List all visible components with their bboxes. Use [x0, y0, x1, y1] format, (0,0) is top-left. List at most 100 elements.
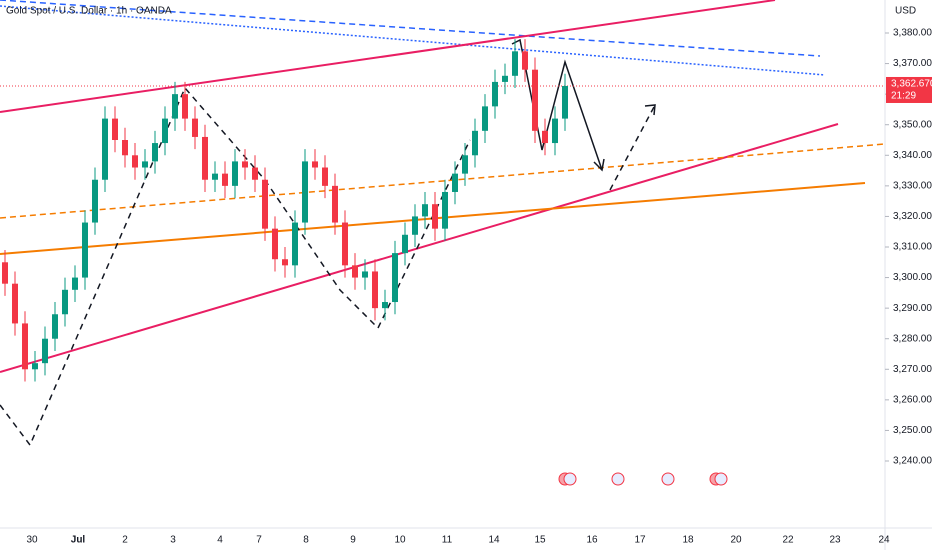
- candle-body: [52, 314, 58, 339]
- x-tick-label: 15: [534, 535, 546, 546]
- last-price-box: [886, 76, 932, 103]
- candle-body: [352, 265, 358, 278]
- candle-body: [202, 136, 208, 180]
- event-icon[interactable]: [611, 472, 625, 486]
- candle-body: [82, 222, 88, 278]
- candle-body: [412, 216, 418, 235]
- x-tick-label: 24: [878, 535, 890, 546]
- drawings: [0, 0, 886, 447]
- candle-body: [302, 161, 308, 223]
- candle-body: [242, 161, 248, 168]
- candle-body: [332, 185, 338, 223]
- x-tick-label: 17: [634, 535, 646, 546]
- x-tick-label: 14: [488, 535, 500, 546]
- candle-body: [342, 222, 348, 266]
- y-tick-label: 3,270.000: [893, 364, 932, 375]
- x-tick-label: 16: [586, 535, 598, 546]
- y-tick-label: 3,260.000: [893, 394, 932, 405]
- x-tick-label: 8: [303, 535, 309, 546]
- candle-body: [192, 118, 198, 137]
- candle-body: [152, 143, 158, 162]
- arrow-head: [644, 104, 656, 116]
- arrow-head: [593, 158, 605, 172]
- candle-body: [562, 85, 568, 119]
- candle-body: [102, 118, 108, 180]
- candle-body: [92, 179, 98, 223]
- x-tick-label: 7: [256, 535, 262, 546]
- event-icon[interactable]: [563, 472, 577, 486]
- candle-body: [2, 262, 8, 284]
- event-icons: [558, 472, 728, 486]
- candle-body: [262, 179, 268, 229]
- candle-body: [492, 81, 498, 107]
- candle-body: [292, 222, 298, 266]
- trend-line: [0, 0, 821, 57]
- candle-body: [372, 271, 378, 309]
- candle-body: [402, 234, 408, 254]
- y-tick-label: 3,240.000: [893, 456, 932, 467]
- candle-body: [212, 173, 218, 180]
- x-tick-label: 11: [442, 535, 453, 546]
- candle-body: [462, 155, 468, 174]
- y-tick-label: 3,320.000: [893, 211, 932, 222]
- y-tick-label: 3,380.000: [893, 28, 932, 39]
- y-tick-label: 3,310.000: [893, 242, 932, 253]
- trend-line: [0, 5, 826, 76]
- y-tick-label: 3,300.000: [893, 272, 932, 283]
- trend-line: [0, 0, 776, 113]
- candle-body: [32, 363, 38, 370]
- x-tick-label: 23: [829, 535, 841, 546]
- x-tick-label: 20: [730, 535, 742, 546]
- candle-body: [12, 283, 18, 324]
- candle-body: [252, 167, 258, 180]
- x-tick-label: 4: [217, 535, 223, 546]
- candle-body: [272, 228, 278, 260]
- event-icon[interactable]: [714, 472, 728, 486]
- candle-body: [172, 94, 178, 119]
- trend-line: [0, 143, 886, 219]
- y-tick-label: 3,330.000: [893, 180, 932, 191]
- currency-label: USD: [895, 6, 916, 17]
- countdown-label: 21:29: [891, 91, 916, 102]
- x-tick-label: 30: [26, 535, 38, 546]
- x-tick-label: 18: [682, 535, 694, 546]
- candle-body: [182, 94, 188, 119]
- y-tick-label: 3,290.000: [893, 303, 932, 314]
- candle-body: [472, 130, 478, 156]
- y-tick-label: 3,250.000: [893, 425, 932, 436]
- x-tick-label: 22: [782, 535, 794, 546]
- y-tick-label: 3,340.000: [893, 150, 932, 161]
- trend-line: [0, 123, 839, 373]
- candle-body: [312, 161, 318, 168]
- candle-body: [522, 51, 528, 70]
- candle-body: [452, 173, 458, 192]
- candle-body: [392, 253, 398, 303]
- candle-body: [132, 155, 138, 168]
- candles: [2, 39, 568, 382]
- candle-body: [442, 191, 448, 229]
- candle-body: [162, 118, 168, 144]
- candle-body: [552, 118, 558, 144]
- candle-body: [142, 161, 148, 168]
- y-tick-label: 3,280.000: [893, 333, 932, 344]
- last-price-label: 3,362.670: [891, 79, 932, 90]
- candle-body: [502, 75, 508, 82]
- x-tick-label: Jul: [71, 535, 86, 546]
- candle-body: [322, 167, 328, 186]
- x-tick-label: 2: [122, 535, 128, 546]
- candle-body: [512, 51, 518, 76]
- candle-body: [22, 323, 28, 370]
- candle-body: [232, 161, 238, 186]
- x-tick-label: 3: [170, 535, 176, 546]
- event-icon[interactable]: [661, 472, 675, 486]
- candle-body: [482, 106, 488, 131]
- candle-body: [382, 302, 388, 309]
- candle-body: [122, 140, 128, 156]
- candle-body: [542, 130, 548, 144]
- x-tick-label: 9: [350, 535, 356, 546]
- candle-body: [112, 118, 118, 140]
- projection-path: [609, 104, 656, 191]
- candle-body: [62, 289, 68, 315]
- candle-body: [422, 204, 428, 217]
